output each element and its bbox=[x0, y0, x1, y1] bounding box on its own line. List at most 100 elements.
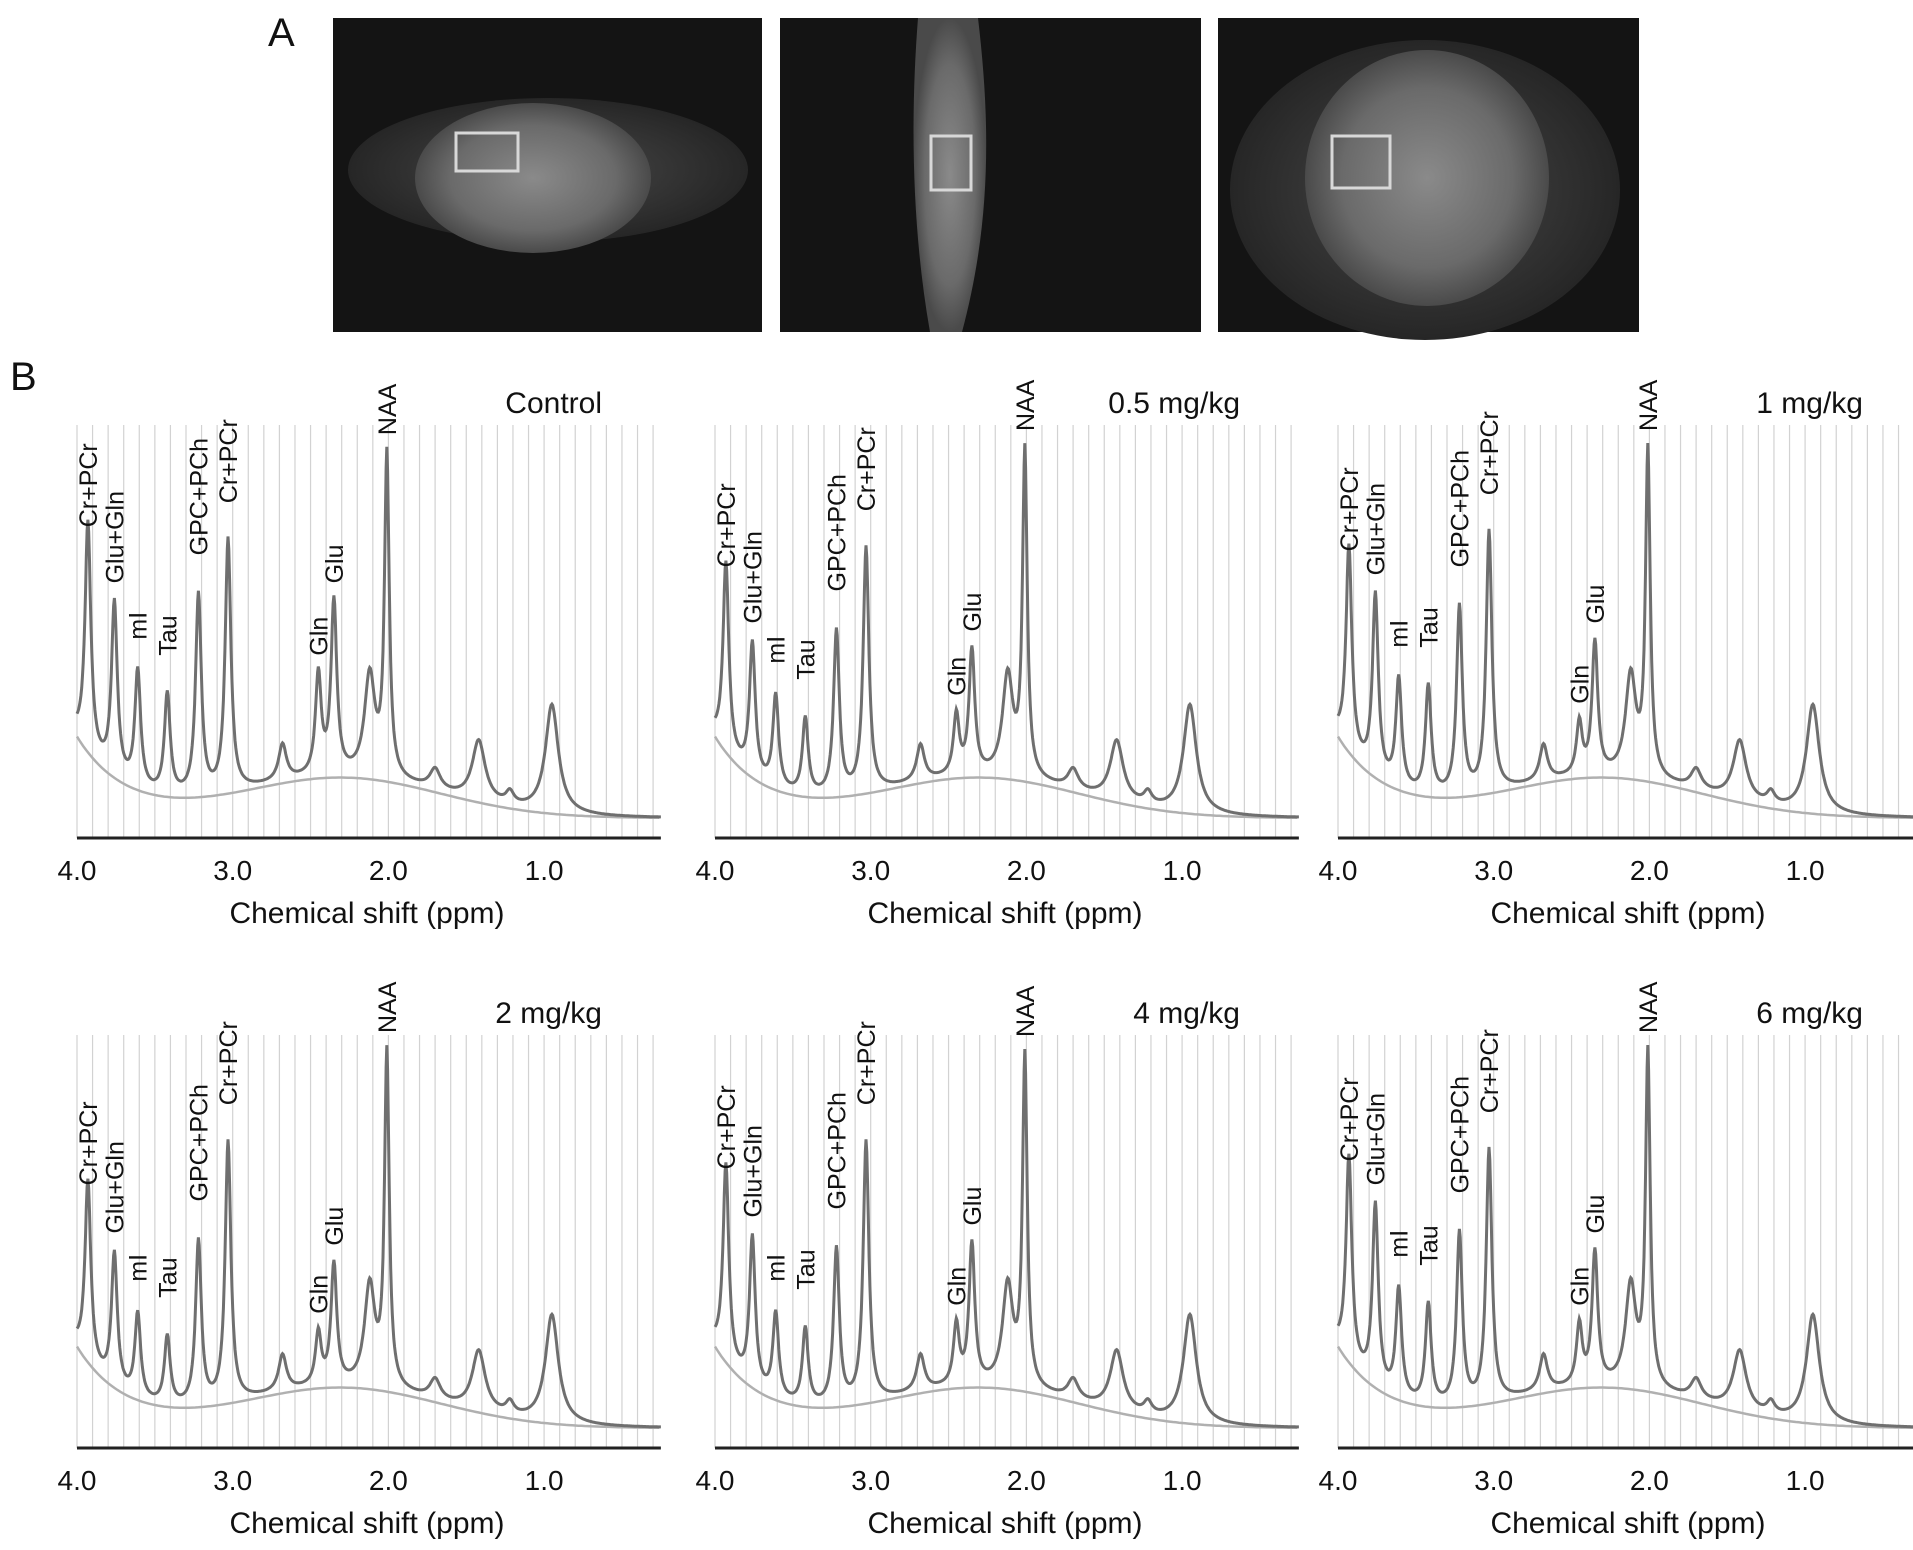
voi-box-sagittal bbox=[929, 134, 973, 192]
gridlines bbox=[714, 425, 1292, 838]
baseline-curve bbox=[75, 1345, 660, 1429]
peak-label: NAA bbox=[1635, 379, 1663, 431]
baseline-curve bbox=[713, 735, 1298, 819]
spectrum-panel-1: 4.0 3.0 2.0 1.0 Chemical shift (ppm) Control C… bbox=[58, 383, 661, 930]
mri-axial-view bbox=[1218, 18, 1639, 340]
gridlines bbox=[1337, 1035, 1900, 1448]
peak-label: Cr+PCr bbox=[215, 1021, 243, 1105]
x-tick-label: 4.0 bbox=[58, 855, 97, 886]
x-tick-label: 1.0 bbox=[525, 855, 564, 886]
spectrum-panel-5: 4.0 3.0 2.0 1.0 Chemical shift (ppm) 4 mg/kg C… bbox=[696, 985, 1299, 1540]
peak-label: Gln bbox=[305, 1275, 333, 1314]
peak-label: mI bbox=[1386, 1230, 1414, 1258]
x-tick-label: 2.0 bbox=[369, 1465, 408, 1496]
peak-label: Gln bbox=[1566, 665, 1594, 704]
x-tick-label: 1.0 bbox=[1786, 855, 1825, 886]
peak-label: NAA bbox=[1012, 379, 1040, 431]
peak-label: Tau bbox=[792, 1249, 820, 1289]
x-tick-label: 3.0 bbox=[851, 1465, 890, 1496]
peak-label: Gln bbox=[1566, 1267, 1594, 1306]
peak-label: Gln bbox=[943, 657, 971, 696]
peak-label: GPC+PCh bbox=[823, 474, 851, 591]
x-axis-label: Chemical shift (ppm) bbox=[867, 1507, 1142, 1540]
x-tick-label: 2.0 bbox=[1007, 855, 1046, 886]
peak-label: Tau bbox=[1415, 607, 1443, 647]
voi-box-axial bbox=[1330, 134, 1392, 190]
gridlines bbox=[714, 1035, 1292, 1448]
peak-label: GPC+PCh bbox=[185, 438, 213, 555]
peak-label: NAA bbox=[1012, 985, 1040, 1037]
peak-label: Glu bbox=[1582, 585, 1610, 624]
peak-label: GPC+PCh bbox=[185, 1084, 213, 1201]
x-tick-label: 3.0 bbox=[1474, 855, 1513, 886]
spectrum-panel-3: 4.0 3.0 2.0 1.0 Chemical shift (ppm) 1 mg/kg C… bbox=[1319, 379, 1913, 930]
mri-sagittal-view bbox=[780, 18, 1201, 332]
x-tick-label: 2.0 bbox=[1630, 855, 1669, 886]
peak-label: mI bbox=[763, 636, 791, 664]
x-axis-label: Chemical shift (ppm) bbox=[1490, 897, 1765, 930]
x-tick-label: 2.0 bbox=[1007, 1465, 1046, 1496]
peak-label: Glu bbox=[1582, 1195, 1610, 1234]
peak-label: Glu+Gln bbox=[739, 1125, 767, 1217]
mri-coronal-brain bbox=[415, 103, 651, 253]
mri-sagittal-background bbox=[780, 18, 1201, 332]
peak-label: Tau bbox=[154, 615, 182, 655]
voi-box-coronal bbox=[454, 131, 520, 173]
peak-label: Cr+PCr bbox=[75, 1101, 103, 1185]
x-tick-label: 2.0 bbox=[1630, 1465, 1669, 1496]
peak-label: Glu bbox=[959, 1187, 987, 1226]
x-tick-label: 3.0 bbox=[1474, 1465, 1513, 1496]
panel-b-label: B bbox=[10, 355, 37, 399]
baseline-curve bbox=[1336, 735, 1913, 819]
panel-title: Control bbox=[505, 387, 602, 420]
peak-label: Cr+PCr bbox=[1336, 1077, 1364, 1161]
peak-label: mI bbox=[763, 1254, 791, 1282]
peak-label: Glu bbox=[321, 545, 349, 584]
mri-panel-group bbox=[333, 18, 1639, 340]
x-tick-label: 4.0 bbox=[696, 855, 735, 886]
x-tick-label: 4.0 bbox=[1319, 855, 1358, 886]
x-tick-label: 3.0 bbox=[213, 855, 252, 886]
peak-label: NAA bbox=[1635, 981, 1663, 1033]
baseline-curve bbox=[713, 1345, 1298, 1429]
gridlines bbox=[76, 1035, 654, 1448]
peak-label: Tau bbox=[792, 639, 820, 679]
baseline-curve bbox=[75, 735, 660, 819]
spectra-group: 4.0 3.0 2.0 1.0 Chemical shift (ppm) Control C… bbox=[58, 379, 1913, 1540]
panel-title: 6 mg/kg bbox=[1756, 997, 1863, 1030]
x-axis-label: Chemical shift (ppm) bbox=[867, 897, 1142, 930]
peak-label: Cr+PCr bbox=[1336, 467, 1364, 551]
spectrum-line bbox=[1336, 443, 1913, 819]
peak-label: Glu bbox=[959, 593, 987, 632]
peak-label: Cr+PCr bbox=[713, 1085, 741, 1169]
peak-label: Cr+PCr bbox=[713, 483, 741, 567]
spectrum-line bbox=[713, 1049, 1299, 1429]
spectrum-line bbox=[713, 443, 1299, 819]
x-axis-label: Chemical shift (ppm) bbox=[229, 897, 504, 930]
peak-label: Glu+Gln bbox=[101, 1141, 129, 1233]
spectrum-line bbox=[75, 1045, 661, 1429]
peak-label: Gln bbox=[943, 1267, 971, 1306]
x-tick-label: 4.0 bbox=[1319, 1465, 1358, 1496]
x-tick-label: 4.0 bbox=[58, 1465, 97, 1496]
peak-label: NAA bbox=[374, 383, 402, 435]
peak-label: Glu+Gln bbox=[101, 491, 129, 583]
peak-label: NAA bbox=[374, 981, 402, 1033]
mri-sagittal-brain bbox=[913, 18, 987, 332]
peak-label: Tau bbox=[154, 1257, 182, 1297]
peak-label: mI bbox=[125, 612, 153, 640]
spectrum-panel-4: 4.0 3.0 2.0 1.0 Chemical shift (ppm) 2 mg/kg C… bbox=[58, 981, 661, 1540]
panel-a-label: A bbox=[268, 11, 295, 55]
peak-label: Cr+PCr bbox=[853, 427, 881, 511]
peak-label: GPC+PCh bbox=[1446, 1076, 1474, 1193]
peak-label: mI bbox=[1386, 620, 1414, 648]
panel-title: 1 mg/kg bbox=[1756, 387, 1863, 420]
peak-label: Glu+Gln bbox=[1362, 483, 1390, 575]
x-tick-label: 4.0 bbox=[696, 1465, 735, 1496]
peak-label: Cr+PCr bbox=[853, 1021, 881, 1105]
x-tick-label: 1.0 bbox=[1163, 1465, 1202, 1496]
peak-label: Cr+PCr bbox=[215, 419, 243, 503]
x-axis-label: Chemical shift (ppm) bbox=[1490, 1507, 1765, 1540]
spectrum-panel-6: 4.0 3.0 2.0 1.0 Chemical shift (ppm) 6 mg/kg C… bbox=[1319, 981, 1913, 1540]
